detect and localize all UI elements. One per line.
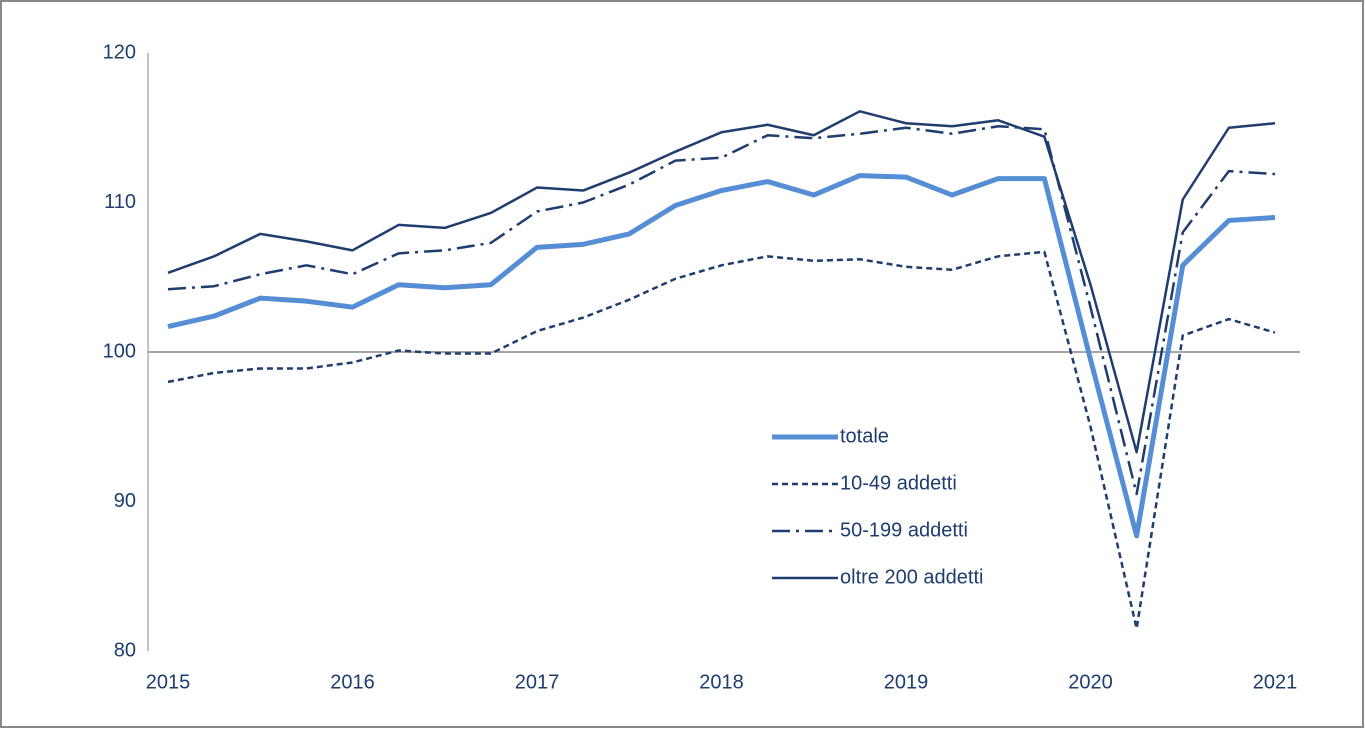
y-tick-label: 90	[114, 490, 136, 512]
y-tick-label: 100	[103, 340, 136, 362]
line	[167, 250, 1276, 630]
x-tick-label: 2015	[146, 671, 191, 693]
legend-label: 10-49 addetti	[840, 472, 957, 494]
x-tick-label: 2020	[1068, 671, 1113, 693]
x-tick-label: 2018	[699, 671, 744, 693]
line	[167, 125, 1276, 496]
line	[167, 173, 1276, 539]
x-tick-label: 2021	[1253, 671, 1298, 693]
legend-label: 50-199 addetti	[840, 519, 968, 541]
y-tick-label: 120	[103, 41, 136, 63]
x-tick-label: 2016	[330, 671, 375, 693]
legend-label: oltre 200 addetti	[840, 566, 983, 588]
line	[167, 110, 1276, 454]
y-tick-label: 80	[114, 639, 136, 661]
x-tick-label: 2019	[884, 671, 929, 693]
legend-label: totale	[840, 425, 889, 447]
x-tick-label: 2017	[515, 671, 560, 693]
y-tick-label: 110	[104, 191, 136, 213]
